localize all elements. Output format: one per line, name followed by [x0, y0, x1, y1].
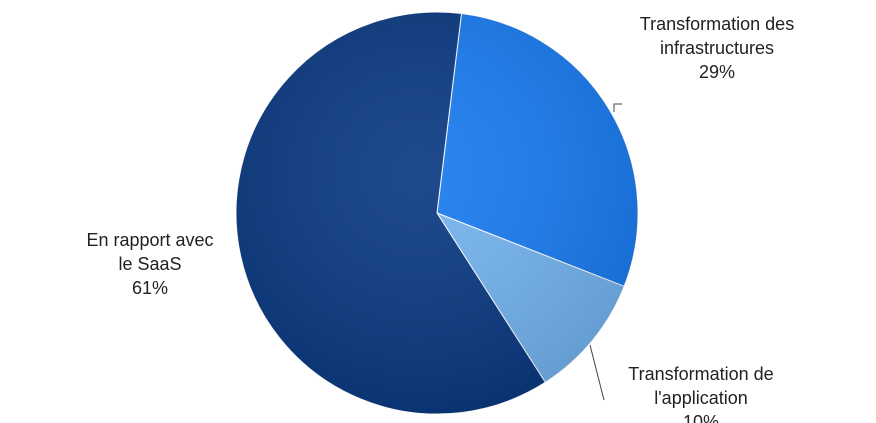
value-label: 29% [698, 62, 736, 82]
category-label: Transformation de l'application [628, 364, 774, 408]
slice-label: Transformation des infrastructures 29% [638, 12, 796, 84]
value-label: 10% [682, 412, 720, 423]
slice-label: En rapport avec le SaaS 61% [80, 228, 220, 300]
leader-line [589, 344, 605, 401]
leader-line [613, 103, 622, 112]
category-label: Transformation des infrastructures [639, 14, 795, 58]
slice-label: Transformation de l'application 10% [620, 362, 782, 423]
category-label: En rapport avec le SaaS [86, 230, 214, 274]
value-label: 61% [131, 278, 169, 298]
